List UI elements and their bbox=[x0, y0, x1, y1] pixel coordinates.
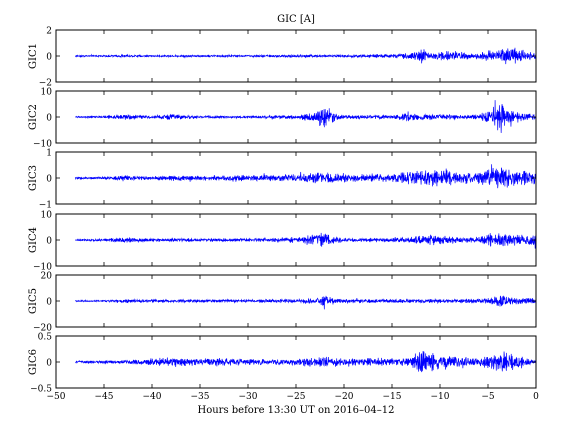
x-tick-label: −5 bbox=[481, 392, 495, 402]
y-tick-label: −20 bbox=[33, 324, 52, 334]
trace-gic5 bbox=[75, 295, 536, 310]
chart-title: GIC [A] bbox=[277, 14, 315, 25]
trace-gic4 bbox=[74, 232, 536, 249]
panel-group: −202GIC1−10010GIC2−101GIC3−10010GIC4−200… bbox=[28, 27, 537, 395]
y-tick-label: 0 bbox=[46, 359, 52, 369]
trace-gic1 bbox=[75, 47, 536, 65]
y-tick-label: 0 bbox=[46, 237, 52, 247]
x-tick-label: −20 bbox=[335, 392, 354, 402]
y-tick-label: −10 bbox=[33, 140, 52, 150]
x-axis: −50 −45 −40 −35 −30 −25 −20 −15 −10 −5 0 bbox=[47, 392, 540, 402]
panel-gic6: −0.5 0 0.5 GIC6 bbox=[28, 333, 537, 395]
x-tick-label: −45 bbox=[95, 392, 114, 402]
trace-gic6 bbox=[75, 350, 536, 373]
x-tick-label: −25 bbox=[287, 392, 306, 402]
x-tick-label: −10 bbox=[431, 392, 450, 402]
x-tick-label: −15 bbox=[383, 392, 402, 402]
x-axis-label: Hours before 13:30 UT on 2016–04–12 bbox=[197, 405, 394, 416]
y-tick-label: 0 bbox=[46, 114, 52, 124]
y-tick-label: −2 bbox=[39, 79, 52, 89]
y-tick-label: 10 bbox=[41, 211, 53, 221]
y-axis-label: GIC2 bbox=[28, 104, 39, 130]
y-axis-label: GIC3 bbox=[28, 165, 39, 191]
x-tick-label: −50 bbox=[47, 392, 66, 402]
y-tick-label: −0.5 bbox=[30, 385, 52, 395]
y-axis-label: GIC4 bbox=[28, 227, 39, 253]
y-axis-label: GIC1 bbox=[28, 43, 39, 69]
y-tick-label: −1 bbox=[39, 201, 52, 211]
y-tick-label: 10 bbox=[41, 88, 53, 98]
y-tick-label: 0 bbox=[46, 53, 52, 63]
panel-gic3: −1 0 1 GIC3 bbox=[28, 149, 537, 211]
y-tick-label: 2 bbox=[46, 27, 52, 37]
trace-gic2 bbox=[74, 100, 536, 133]
x-tick-label: 0 bbox=[533, 392, 539, 402]
y-tick-label: 20 bbox=[41, 272, 53, 282]
y-tick-label: 0 bbox=[46, 298, 52, 308]
y-tick-label: 0 bbox=[46, 175, 52, 185]
y-axis-label: GIC6 bbox=[28, 349, 39, 375]
x-tick-label: −35 bbox=[191, 392, 210, 402]
trace-gic3 bbox=[74, 164, 536, 189]
y-tick-label: 0.5 bbox=[38, 333, 53, 343]
panel-gic1: −2 0 2 GIC1 bbox=[28, 27, 537, 89]
x-tick-label: −30 bbox=[239, 392, 258, 402]
x-tick-label: −40 bbox=[143, 392, 162, 402]
y-tick-label: 1 bbox=[46, 149, 52, 159]
y-axis-label: GIC5 bbox=[28, 288, 39, 314]
y-tick-label: −10 bbox=[33, 263, 52, 273]
